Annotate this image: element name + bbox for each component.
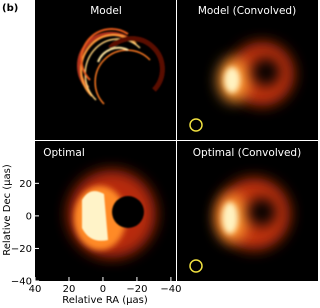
panel-title: Model — [90, 5, 122, 17]
panel-title: Optimal (Convolved) — [193, 147, 301, 159]
panel-image — [177, 0, 318, 140]
y-tick-label: −40 — [11, 277, 32, 288]
x-tick-label: 20 — [63, 284, 76, 295]
y-tick-label: 20 — [19, 179, 32, 190]
panel-title: Model (Convolved) — [198, 5, 296, 17]
y-axis-label: Relative Dec (μas) — [2, 164, 13, 256]
panel-title: Optimal — [43, 147, 85, 159]
y-tick-label: 0 — [26, 211, 32, 222]
panel-image — [35, 141, 176, 281]
x-tick-label: −40 — [160, 284, 181, 295]
x-tick-label: 40 — [29, 284, 42, 295]
x-tick-label: 0 — [100, 284, 106, 295]
figure-label: (b) — [2, 3, 18, 14]
x-tick-label: −20 — [126, 284, 147, 295]
panel-image — [35, 0, 176, 140]
x-axis-label: Relative RA (μas) — [62, 295, 148, 306]
y-tick-label: −20 — [11, 244, 32, 255]
panel-image — [177, 141, 318, 281]
